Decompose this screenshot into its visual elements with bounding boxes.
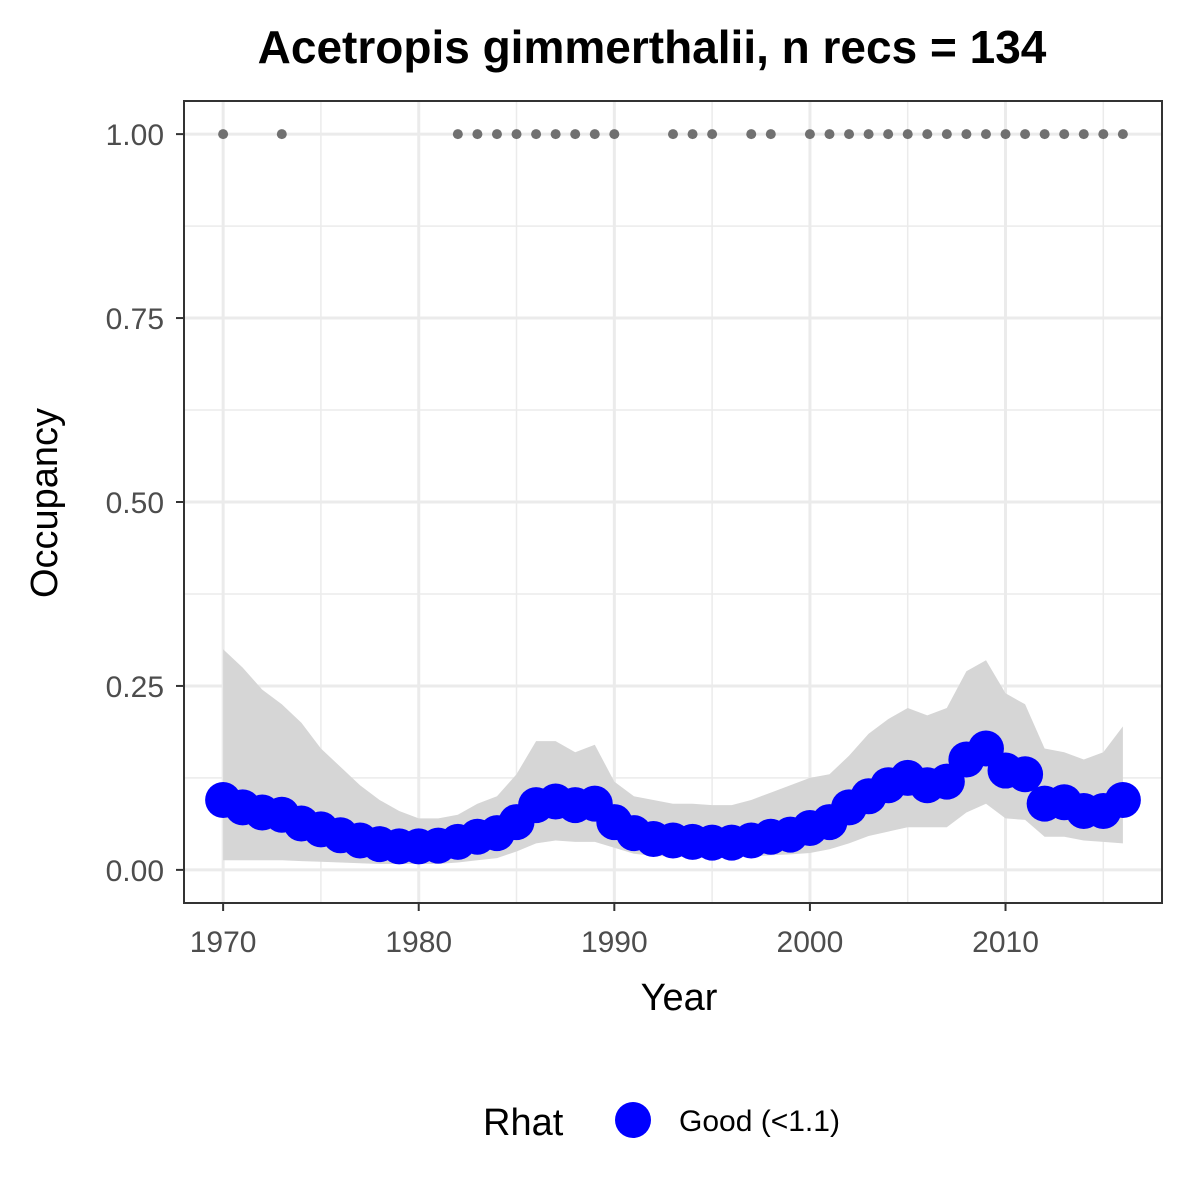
estimate-point [1104,781,1141,818]
y-axis-ticks: 0.00 0.25 0.50 0.75 1.00 [106,119,184,888]
estimate-points-layer [205,730,1141,865]
y-tick-label: 0.50 [106,487,164,520]
record-point [922,129,933,140]
record-point [550,129,561,140]
x-tick-label: 1990 [581,926,648,959]
y-tick-label: 0.75 [106,303,164,336]
credible-interval-layer [223,649,1123,864]
chart-title: Acetropis gimmerthalii, n recs = 134 [258,21,1047,73]
record-point [765,129,776,140]
record-point [844,129,855,140]
x-tick-label: 1980 [385,926,452,959]
record-point [218,129,229,140]
record-point [668,129,678,140]
x-tick-label: 2010 [972,926,1039,959]
x-axis-ticks: 1970 1980 1990 2000 2010 [190,903,1039,959]
record-point [746,129,757,140]
record-point [941,129,952,140]
record-point [511,129,522,140]
record-point [902,129,913,140]
legend-title: Rhat [483,1102,564,1144]
record-point [1059,129,1070,140]
credible-interval-ribbon [223,649,1123,864]
record-point [1020,129,1031,140]
x-tick-label: 2000 [777,926,844,959]
x-axis-title: Year [641,977,718,1019]
record-point [1078,129,1089,140]
record-point [1039,129,1050,140]
record-point [1000,129,1011,140]
record-point [1117,129,1128,140]
record-point [824,129,835,140]
record-point [609,129,620,140]
record-point [883,129,894,140]
y-tick-label: 0.25 [106,671,164,704]
records-layer [218,129,1128,140]
record-point [570,129,581,140]
record-point [961,129,972,140]
record-point [980,129,991,140]
y-axis-title: Occupancy [24,408,66,598]
record-point [531,129,542,140]
legend-label-good: Good (<1.1) [679,1105,840,1138]
x-tick-label: 1970 [190,926,257,959]
record-point [804,129,815,140]
record-point [472,129,483,140]
legend-swatch-good [615,1102,651,1138]
record-point [1098,129,1109,140]
record-point [276,129,287,140]
y-tick-label: 1.00 [106,119,164,152]
legend: Rhat Good (<1.1) [483,1102,840,1144]
record-point [491,129,502,140]
estimate-point [1007,756,1044,793]
record-point [452,129,463,140]
y-tick-label: 0.00 [106,855,164,888]
record-point [707,129,718,140]
record-point [863,129,874,140]
record-point [589,129,600,140]
record-point [687,129,698,140]
